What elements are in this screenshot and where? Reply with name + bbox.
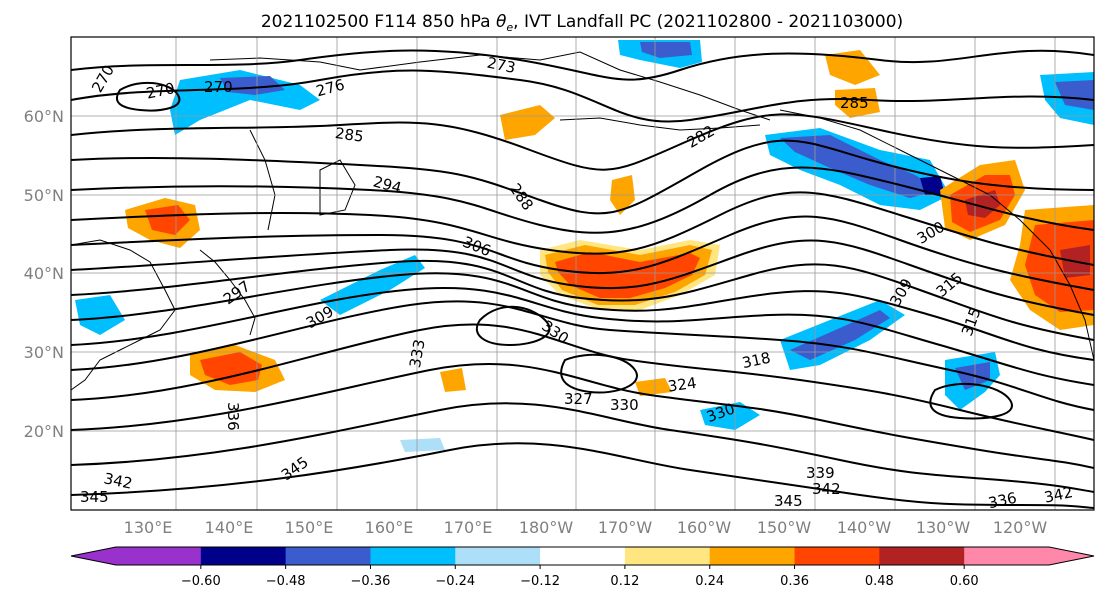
contour-label: 318	[740, 349, 772, 373]
shade-pos-bering	[500, 105, 555, 140]
contour-label: 327	[564, 390, 593, 408]
contour-label: 342	[1043, 483, 1075, 507]
longitude-labels: 130°E 140°E 150°E 160°E 170°E 180°W 170°…	[124, 518, 1048, 537]
lon-label: 170°W	[598, 518, 653, 537]
contour-label: 330	[610, 396, 639, 414]
colorbar-extend-right	[1049, 547, 1094, 565]
lat-label: 50°N	[24, 186, 64, 205]
lat-label: 60°N	[24, 107, 64, 126]
shade-pos-bc-dark	[965, 190, 1000, 218]
colorbar-segment	[285, 547, 371, 565]
map-frame	[70, 36, 1095, 511]
colorbar-tick-label: −0.36	[351, 574, 391, 589]
theta-e-contours	[71, 49, 1094, 509]
contour-label: 324	[667, 374, 698, 396]
shade-pos-subtrop-c	[635, 378, 672, 396]
lon-label: 170°E	[444, 518, 493, 537]
map-panel: 270 270 270 276 273 285 285 282 294 288 …	[70, 36, 1095, 513]
colorbar-extend-left	[71, 547, 116, 565]
contour-label: 339	[806, 464, 835, 482]
lon-label: 180°W	[519, 518, 574, 537]
colorbar-segment	[116, 547, 202, 565]
colorbar: −0.60 −0.48 −0.36 −0.24 −0.12 0.12 0.24 0.36 0.4…	[70, 546, 1095, 589]
contour-label: 285	[334, 124, 365, 146]
lon-label: 130°E	[124, 518, 173, 537]
lat-label: 40°N	[24, 264, 64, 283]
shade-pos-japan-north-core	[145, 205, 190, 235]
shade-pos-subtrop-c2	[440, 368, 466, 392]
colorbar-tick-label: −0.24	[435, 574, 475, 589]
latitude-labels: 60°N 50°N 40°N 30°N 20°N	[24, 107, 64, 441]
colorbar-tick-label: −0.48	[266, 574, 306, 589]
lon-label: 140°W	[837, 518, 892, 537]
colorbar-tick-label: −0.12	[520, 574, 560, 589]
colorbar-segment	[624, 547, 711, 565]
lon-label: 150°E	[285, 518, 334, 537]
colorbar-tick-label: 0.48	[865, 574, 894, 589]
colorbar-segment	[455, 547, 541, 565]
colorbar-tick-label: 0.12	[610, 574, 639, 589]
shade-gulf-alaska-dark	[920, 176, 945, 195]
lon-label: 130°W	[916, 518, 971, 537]
colorbar-tick-label: 0.36	[780, 574, 809, 589]
lat-label: 30°N	[24, 343, 64, 362]
colorbar-ticks: −0.60 −0.48 −0.36 −0.24 −0.12 0.12 0.24 0.36 0.4…	[181, 565, 979, 589]
contour-label: 273	[485, 53, 517, 77]
colorbar-segment	[794, 547, 880, 565]
colorbar-segment	[200, 547, 287, 565]
colorbar-segment	[964, 547, 1050, 565]
shade-siberia-west-core	[220, 76, 285, 95]
contour-label: 336	[224, 402, 242, 431]
lon-label: 160°E	[365, 518, 414, 537]
colorbar-segment	[540, 547, 626, 565]
shade-japan-small	[75, 295, 125, 335]
shade-pos-alaska-pan2	[835, 88, 880, 118]
shade-ne-corner-core	[1055, 80, 1094, 110]
shade-west-pacific-jet	[320, 255, 425, 315]
contour-label: 270	[204, 78, 233, 96]
shade-gulf-alaska-core	[780, 135, 940, 198]
shade-alaska-north-core	[640, 42, 692, 58]
contour-label: 342	[102, 469, 134, 493]
colorbar-segment	[370, 547, 456, 565]
colorbar-segments	[116, 547, 1050, 565]
contour-label: 342	[812, 480, 841, 498]
contour-label: 285	[840, 94, 869, 112]
contour-label: 333	[406, 338, 429, 369]
contour-label: 345	[80, 488, 109, 506]
contour-label: 270	[145, 79, 177, 103]
lat-label: 20°N	[24, 422, 64, 441]
colorbar-segment	[879, 547, 965, 565]
lon-label: 150°W	[757, 518, 812, 537]
colorbar-segment	[709, 547, 796, 565]
colorbar-tick-label: 0.60	[950, 574, 979, 589]
lon-label: 160°W	[677, 518, 732, 537]
colorbar-outline	[70, 546, 1095, 566]
colorbar-tick-label: 0.24	[695, 574, 724, 589]
lon-label: 120°W	[993, 518, 1048, 537]
colorbar-tick-label: −0.60	[181, 574, 221, 589]
shade-pos-subtrop-west-core	[200, 352, 262, 385]
map-title: 2021102500 F114 850 hPa θe, IVT Landfall…	[261, 12, 903, 34]
lon-label: 140°E	[205, 518, 254, 537]
contour-label: 345	[774, 492, 803, 510]
contour-label: 336	[987, 489, 1019, 513]
shade-west-south	[400, 438, 445, 452]
shade-hawaii	[700, 402, 760, 430]
